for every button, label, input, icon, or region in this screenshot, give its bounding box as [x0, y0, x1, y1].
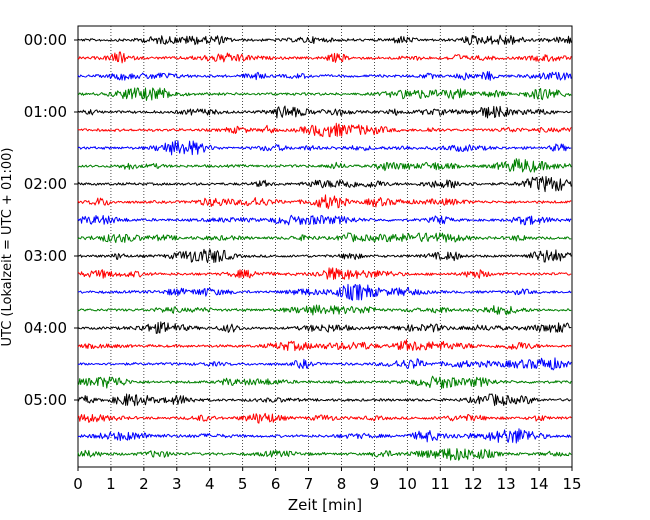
- trace-0145: [77, 158, 572, 173]
- trace-layer: [77, 34, 572, 461]
- x-tick-label: 10: [398, 475, 417, 493]
- x-tick-label: 3: [172, 475, 182, 493]
- x-tick-label: 6: [271, 475, 281, 493]
- trace-0115: [77, 122, 572, 138]
- trace-0530: [77, 428, 572, 444]
- x-tick-label: 14: [530, 475, 549, 493]
- x-tick-label: 11: [431, 475, 450, 493]
- trace-0445: [77, 375, 572, 390]
- trace-0415: [77, 339, 572, 352]
- trace-0245: [77, 232, 572, 244]
- trace-0215: [77, 194, 572, 210]
- trace-0330: [77, 283, 572, 301]
- y-tick-label: 02:00: [24, 175, 67, 193]
- x-tick-label: 2: [139, 475, 149, 493]
- x-tick-label: 8: [337, 475, 347, 493]
- trace-0100: [77, 105, 572, 119]
- trace-0200: [77, 175, 572, 193]
- trace-0400: [77, 321, 572, 334]
- plot-frame: [77, 25, 573, 468]
- trace-0545: [77, 448, 572, 461]
- x-axis-ticks: 0 1 2 3 4 5 6 7 8 9 10 11 12 13 14 15: [73, 467, 582, 493]
- y-axis-ticks: 00:00 01:00 02:00 03:00 04:00 05:00: [24, 31, 78, 409]
- x-tick-label: 4: [205, 475, 215, 493]
- trace-0430: [77, 357, 572, 371]
- trace-0000: [77, 34, 572, 46]
- trace-0315: [77, 267, 572, 280]
- trace-0130: [77, 140, 572, 156]
- trace-0230: [77, 214, 572, 226]
- trace-0300: [77, 248, 572, 264]
- y-tick-label: 04:00: [24, 319, 67, 337]
- trace-0030: [77, 71, 572, 81]
- x-tick-label: 1: [106, 475, 116, 493]
- x-tick-label: 12: [464, 475, 483, 493]
- trace-0045: [77, 87, 572, 102]
- trace-0345: [77, 304, 572, 316]
- y-tick-label: 00:00: [24, 31, 67, 49]
- trace-0515: [77, 412, 572, 424]
- y-axis-label: UTC (Lokalzeit = UTC + 01:00): [0, 148, 15, 347]
- trace-0500: [77, 393, 572, 407]
- trace-0015: [77, 51, 572, 64]
- y-tick-label: 01:00: [24, 103, 67, 121]
- x-tick-label: 5: [238, 475, 248, 493]
- x-axis-label: Zeit [min]: [288, 496, 362, 514]
- x-tick-label: 9: [370, 475, 380, 493]
- y-tick-label: 05:00: [24, 391, 67, 409]
- x-tick-label: 15: [562, 475, 581, 493]
- y-tick-label: 03:00: [24, 247, 67, 265]
- x-tick-label: 13: [497, 475, 516, 493]
- x-tick-label: 0: [73, 475, 83, 493]
- x-tick-label: 7: [304, 475, 314, 493]
